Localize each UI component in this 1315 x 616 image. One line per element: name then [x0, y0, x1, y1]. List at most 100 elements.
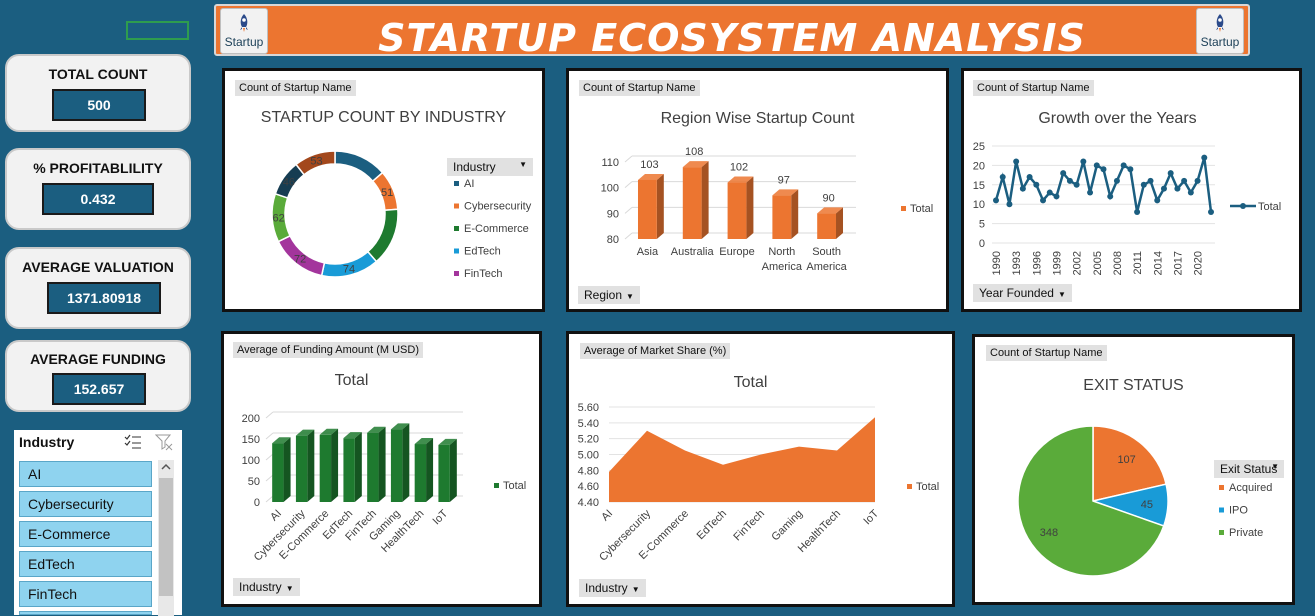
- line-point: [1073, 181, 1080, 188]
- pivot-tag: Count of Startup Name: [973, 80, 1094, 96]
- slicer-scrollbar[interactable]: [158, 460, 174, 616]
- pie-slice: [1017, 425, 1165, 577]
- bar: [319, 434, 332, 502]
- donut-slice: [295, 150, 336, 176]
- bar-top: [637, 173, 664, 180]
- area-series: [609, 417, 875, 502]
- selected-cell[interactable]: [126, 21, 189, 40]
- legend-label: Total: [1258, 201, 1281, 213]
- growth-line-chart: 0 5 10 15 20 25 1990 1993 1996 1999 2002 2005 2008 20…: [973, 141, 1282, 275]
- bar-data-label: 103: [640, 159, 658, 171]
- dashboard-title: STARTUP ECOSYSTEM ANALYSIS: [378, 16, 1086, 60]
- chart-title: Growth over the Years: [1038, 110, 1197, 127]
- line-point: [1187, 189, 1194, 196]
- slicer-item-cybersecurity[interactable]: Cybersecurity: [19, 491, 152, 517]
- bar-side: [449, 438, 457, 502]
- bar-data-label: 108: [685, 146, 703, 158]
- y-tick-label: 80: [607, 234, 619, 246]
- x-tick-label: EdTech: [695, 508, 729, 542]
- chart-title: Total: [733, 374, 768, 391]
- y-tick-label: 5.20: [578, 434, 599, 446]
- panel-market-share: Average of Market Share (%) Total 4.40 4.…: [566, 331, 955, 607]
- panel-exit-status: Count of Startup Name EXIT STATUS 107 45 3…: [972, 334, 1295, 605]
- slice-data-label: 53: [310, 156, 322, 168]
- clear-filter-icon[interactable]: [155, 433, 173, 451]
- line-point: [1066, 177, 1073, 184]
- scrollbar-thumb[interactable]: [159, 478, 173, 596]
- bar-side: [426, 438, 434, 502]
- line-point: [1201, 154, 1208, 161]
- y-tick-label: 0: [979, 238, 985, 250]
- region-bar-chart: 80 90 100 110 103 Asia 108 Australia 102 Europe 97…: [601, 146, 934, 273]
- exit-status-pie-chart: 107 45 348 Acquired IPO Private: [1017, 425, 1272, 577]
- slicer-item-e-commerce[interactable]: E-Commerce: [19, 521, 152, 547]
- filter-label: Industry: [453, 160, 496, 174]
- year-founded-filter-button[interactable]: Year Founded ▼: [973, 284, 1072, 302]
- bar: [367, 432, 379, 502]
- industry-filter-button[interactable]: Industry ▼: [579, 579, 646, 597]
- legend-swatch: [1219, 485, 1224, 490]
- startup-button-label: Startup: [224, 35, 264, 49]
- x-tick-label: FinTech: [731, 508, 767, 544]
- bar-side: [307, 429, 315, 502]
- exit-status-legend-filter[interactable]: Exit Status ▼: [1214, 460, 1284, 478]
- chevron-down-icon: ▼: [626, 292, 634, 301]
- donut-slice: [334, 150, 384, 183]
- multi-select-icon[interactable]: [124, 434, 142, 450]
- bar-side: [402, 423, 410, 502]
- slicer-item-fintech[interactable]: FinTech: [19, 581, 152, 607]
- kpi-value: 0.432: [42, 183, 154, 215]
- slicer-item-edtech[interactable]: EdTech: [19, 551, 152, 577]
- bar-top: [272, 437, 291, 444]
- pivot-tag: Count of Startup Name: [235, 80, 356, 96]
- bar-side: [331, 428, 339, 502]
- chart-title: Total: [334, 372, 369, 389]
- x-tick-label: 2005: [1092, 251, 1104, 275]
- legend-swatch: [907, 484, 912, 489]
- y-tick-label: 4.40: [578, 497, 599, 509]
- slicer-item-partial[interactable]: [19, 611, 152, 615]
- kpi-average-valuation: AVERAGE VALUATION 1371.80918: [5, 247, 191, 329]
- industry-filter-button[interactable]: Industry ▼: [233, 578, 300, 596]
- region-filter-button[interactable]: Region ▼: [578, 286, 640, 304]
- bar-side: [746, 176, 754, 239]
- gridline: [624, 181, 633, 189]
- bar: [817, 213, 837, 239]
- bar: [682, 167, 702, 239]
- x-tick-label: 2014: [1152, 251, 1164, 275]
- line-point: [1107, 193, 1114, 200]
- bar: [414, 444, 427, 502]
- slice-data-label: 45: [1141, 499, 1153, 511]
- y-tick-label: 100: [242, 455, 260, 467]
- x-tick-label: AI: [268, 508, 284, 524]
- line-point: [1093, 162, 1100, 169]
- line-point: [1060, 170, 1067, 177]
- x-tick-label: IoT: [431, 507, 451, 527]
- slicer-item-ai[interactable]: AI: [19, 461, 152, 487]
- y-tick-label: 5.40: [578, 418, 599, 430]
- bar: [390, 429, 403, 502]
- slice-data-label: 107: [1117, 454, 1135, 466]
- dashboard-header: Startup STARTUP ECOSYSTEM ANALYSIS Start…: [214, 4, 1250, 60]
- line-point: [1160, 185, 1167, 192]
- gridline: [624, 206, 633, 214]
- chevron-down-icon: ▼: [1271, 462, 1279, 471]
- industry-legend-filter[interactable]: Industry ▼: [447, 158, 533, 176]
- panel-industry: Count of Startup Name STARTUP COUNT BY I…: [222, 68, 545, 312]
- line-point: [1140, 181, 1147, 188]
- x-tick-label: Europe: [719, 246, 754, 258]
- gridline: [624, 155, 633, 163]
- y-tick-label: 0: [254, 497, 260, 509]
- bar-top: [367, 426, 386, 433]
- slice-data-label: 62: [272, 213, 284, 225]
- legend-label: Private: [1229, 527, 1263, 539]
- startup-button-right[interactable]: Startup: [1196, 8, 1244, 54]
- bar: [272, 443, 284, 502]
- legend-label: EdTech: [464, 246, 501, 258]
- line-point: [1019, 185, 1026, 192]
- bar-side: [701, 161, 709, 239]
- legend-label: Total: [916, 481, 939, 493]
- startup-button-left[interactable]: Startup: [220, 8, 268, 54]
- scroll-up-icon[interactable]: [158, 460, 174, 474]
- filter-label: Exit Status: [1220, 462, 1278, 476]
